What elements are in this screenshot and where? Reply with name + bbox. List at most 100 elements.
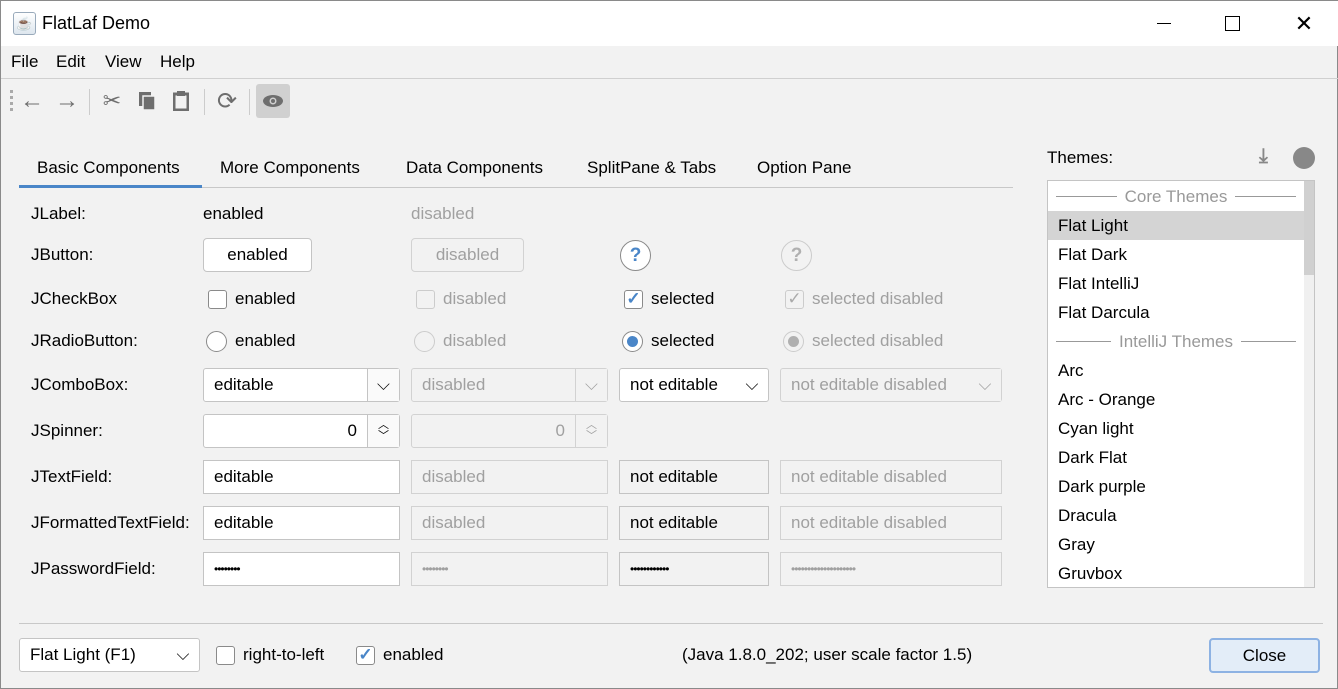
checkbox-label: disabled	[443, 289, 507, 308]
java-info: (Java 1.8.0_202; user scale factor 1.5)	[682, 645, 973, 664]
github-icon[interactable]	[1293, 147, 1315, 169]
row-label-jpasswordfield: JPasswordField:	[31, 559, 156, 578]
eye-icon[interactable]	[256, 84, 290, 118]
checkbox-enabled[interactable]: enabled	[208, 282, 296, 316]
row-label-jformattedtextfield: JFormattedTextField:	[31, 513, 190, 532]
scrollbar-thumb[interactable]	[1304, 181, 1314, 275]
menu-help[interactable]: Help	[160, 52, 195, 71]
theme-list-item[interactable]: Flat Darcula	[1058, 302, 1150, 322]
download-icon[interactable]: ⤓	[1259, 145, 1268, 167]
row-label-jcheckbox: JCheckBox	[31, 289, 117, 308]
maximize-button[interactable]	[1209, 1, 1255, 46]
row-label-jlabel: JLabel:	[31, 204, 86, 223]
radio-selected-icon	[783, 330, 804, 352]
radio-label: selected disabled	[812, 331, 944, 350]
radio-selected[interactable]: selected	[622, 324, 714, 358]
menu-view[interactable]: View	[105, 52, 142, 71]
theme-list-item[interactable]: Flat Dark	[1058, 244, 1127, 264]
tab-selected-indicator	[19, 185, 202, 188]
tab-data-components[interactable]: Data Components	[406, 158, 544, 177]
radio-selected-disabled: selected disabled	[783, 324, 943, 358]
row-label-jcombobox: JComboBox:	[31, 375, 129, 394]
radio-label: selected	[651, 331, 715, 350]
chevron-down-icon: ⌵	[969, 369, 1001, 401]
theme-list-item[interactable]: Cyan light	[1058, 418, 1134, 438]
help-button[interactable]: ?	[620, 240, 651, 271]
window-title: FlatLaf Demo	[42, 13, 151, 33]
copy-icon[interactable]	[132, 85, 162, 117]
theme-list-item[interactable]: Arc - Orange	[1058, 389, 1156, 409]
tab-more-components[interactable]: More Components	[220, 158, 360, 177]
combo-disabled: disabled ⌵	[411, 368, 608, 402]
spinner-enabled[interactable]: 0 ︿ ﹀	[203, 414, 400, 448]
password-editable[interactable]: ••••••••	[203, 552, 400, 586]
theme-list-item[interactable]: Dark purple	[1058, 476, 1146, 496]
tab-strip-line	[19, 187, 1013, 188]
combo-not-editable[interactable]: not editable ⌵	[619, 368, 769, 402]
themes-list[interactable]	[1047, 180, 1315, 588]
help-button-disabled: ?	[781, 240, 812, 271]
row-label-jradiobutton: JRadioButton:	[31, 331, 138, 350]
combo-editable[interactable]: editable ⌵	[203, 368, 400, 402]
cut-icon[interactable]: ✂	[102, 88, 122, 113]
spinner-arrows-icon[interactable]: ︿ ﹀	[367, 415, 399, 447]
checkmark-icon: ✓	[785, 289, 804, 309]
theme-list-item[interactable]: Arc	[1058, 360, 1084, 380]
button-disabled: disabled	[411, 238, 524, 272]
textfield-not-editable[interactable]: not editable	[619, 460, 769, 494]
paste-icon[interactable]	[166, 85, 196, 117]
theme-list-item[interactable]: Gruvbox	[1058, 563, 1123, 583]
checkmark-icon: ✓	[624, 289, 643, 309]
close-window-button[interactable]: ✕	[1294, 10, 1314, 36]
textfield-editable[interactable]: editable	[203, 460, 400, 494]
label-enabled: enabled	[203, 204, 264, 223]
minimize-button[interactable]	[1141, 1, 1187, 46]
password-disabled: ••••••••	[411, 552, 608, 586]
menu-divider	[1, 78, 1338, 79]
row-label-jspinner: JSpinner:	[31, 421, 103, 440]
theme-list-item[interactable]: Gray	[1058, 534, 1095, 554]
theme-list-item[interactable]: Flat IntelliJ	[1058, 273, 1140, 293]
button-enabled[interactable]: enabled	[203, 238, 312, 272]
menu-file[interactable]: File	[11, 52, 39, 71]
formatted-not-editable[interactable]: not editable	[619, 506, 769, 540]
back-icon[interactable]: ←	[20, 87, 44, 114]
formatted-editable[interactable]: editable	[203, 506, 400, 540]
theme-combo[interactable]: Flat Light (F1) ⌵	[19, 638, 200, 672]
password-not-editable[interactable]: ••••••••••••	[619, 552, 769, 586]
tab-option-pane[interactable]: Option Pane	[757, 158, 852, 177]
password-not-editable-disabled: ••••••••••••••••••••	[780, 552, 1002, 586]
close-button[interactable]: Close	[1209, 638, 1320, 673]
combo-value: not editable disabled	[791, 375, 947, 394]
chevron-down-icon: ⌵	[575, 369, 607, 401]
theme-list-item[interactable]: Dark Flat	[1058, 447, 1127, 467]
rtl-checkbox[interactable]: right-to-left	[216, 638, 324, 672]
row-label-jbutton: JButton:	[31, 245, 94, 264]
menu-edit[interactable]: Edit	[56, 52, 86, 71]
tab-splitpane-tabs[interactable]: SplitPane & Tabs	[587, 158, 717, 177]
radio-enabled[interactable]: enabled	[206, 324, 296, 358]
theme-group-header: Core Themes	[1048, 182, 1304, 211]
textfield-disabled: disabled	[411, 460, 608, 494]
enabled-label: enabled	[383, 645, 444, 664]
textfield-not-editable-disabled: not editable disabled	[780, 460, 1002, 494]
spinner-value: 0	[347, 421, 357, 440]
refresh-icon[interactable]: ⟳	[216, 87, 238, 115]
themes-scrollbar[interactable]	[1304, 181, 1314, 587]
formatted-not-editable-disabled: not editable disabled	[780, 506, 1002, 540]
checkbox-icon	[416, 289, 435, 309]
checkbox-label: selected disabled	[812, 289, 944, 308]
checkbox-selected[interactable]: ✓ selected	[624, 282, 714, 316]
java-app-icon: ☕	[13, 12, 36, 35]
combo-value: disabled	[422, 375, 486, 394]
theme-list-item[interactable]: Dracula	[1058, 505, 1117, 525]
row-label-jtextfield: JTextField:	[31, 467, 113, 486]
chevron-down-icon[interactable]: ⌵	[367, 369, 399, 401]
checkbox-label: selected	[651, 289, 715, 308]
tab-basic-components[interactable]: Basic Components	[37, 158, 180, 177]
enabled-checkbox[interactable]: ✓ enabled	[356, 638, 444, 672]
checkbox-icon	[208, 289, 227, 309]
forward-icon[interactable]: →	[55, 87, 79, 114]
theme-list-item[interactable]: Flat Light	[1048, 211, 1304, 240]
